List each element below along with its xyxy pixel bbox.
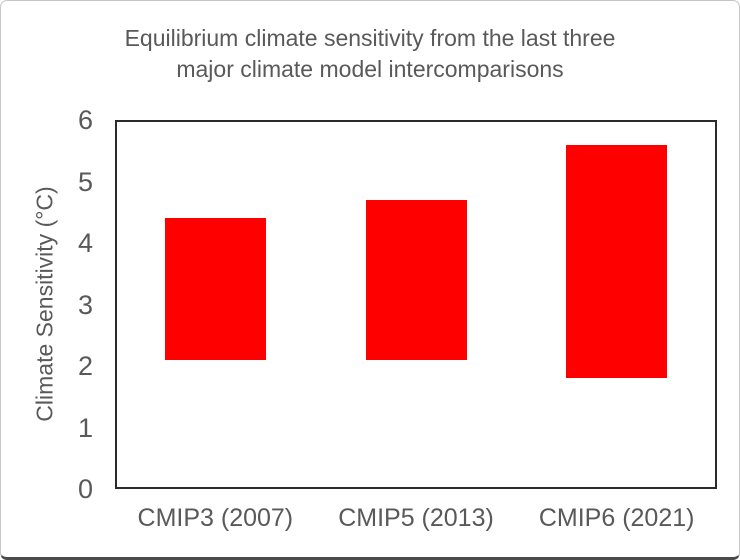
chart-title-line2: major climate model intercomparisons <box>176 56 564 82</box>
range-bar-cmip3 <box>164 218 266 360</box>
chart-title-line1: Equilibrium climate sensitivity from the… <box>124 25 616 51</box>
x-category-label-cmip6: CMIP6 (2021) <box>538 504 695 532</box>
range-bar-cmip6 <box>566 144 668 379</box>
y-tick-label-4: 4 <box>77 228 93 258</box>
y-tick-label-2: 2 <box>77 351 93 381</box>
x-category-label-cmip5: CMIP5 (2013) <box>338 504 494 532</box>
y-tick-label-3: 3 <box>77 289 93 320</box>
y-tick-label-0: 0 <box>77 474 93 504</box>
chart-title: Equilibrium climate sensitivity from the… <box>1 23 739 85</box>
plot-area <box>115 120 717 489</box>
y-tick-label-1: 1 <box>77 412 93 443</box>
x-category-label-cmip3: CMIP3 (2007) <box>137 504 294 532</box>
y-tick-label-6: 6 <box>77 105 93 135</box>
y-tick-label-5: 5 <box>77 166 93 197</box>
range-bar-cmip5 <box>365 199 467 360</box>
